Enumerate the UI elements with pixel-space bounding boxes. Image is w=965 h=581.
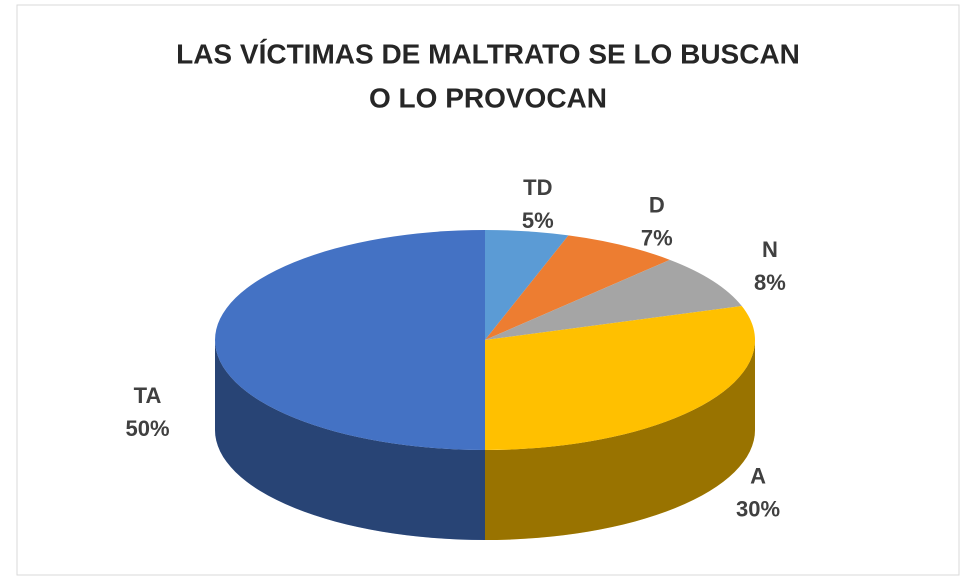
data-label-value: 7% bbox=[641, 225, 673, 250]
data-label-value: 30% bbox=[736, 497, 780, 522]
pie-slice-side bbox=[215, 340, 485, 540]
data-label-value: 50% bbox=[125, 416, 169, 441]
data-label-value: 5% bbox=[522, 208, 554, 233]
data-label-value: 8% bbox=[754, 270, 786, 295]
pie-slice-side bbox=[485, 340, 755, 540]
data-label-category: TA bbox=[134, 383, 162, 408]
chart-title: O LO PROVOCAN bbox=[369, 82, 607, 113]
chart-title: LAS VÍCTIMAS DE MALTRATO SE LO BUSCAN bbox=[176, 38, 800, 69]
data-label-category: N bbox=[762, 237, 778, 262]
pie-slice bbox=[485, 306, 755, 450]
pie-slice bbox=[215, 230, 485, 450]
pie-slice bbox=[485, 259, 742, 340]
data-label-category: TD bbox=[523, 175, 552, 200]
data-label-category: D bbox=[649, 192, 665, 217]
data-label-category: A bbox=[750, 464, 766, 489]
pie-slice-shade bbox=[215, 340, 485, 540]
pie-slice-shade bbox=[485, 340, 755, 540]
pie-slice bbox=[485, 235, 670, 340]
pie-slice bbox=[485, 230, 569, 340]
